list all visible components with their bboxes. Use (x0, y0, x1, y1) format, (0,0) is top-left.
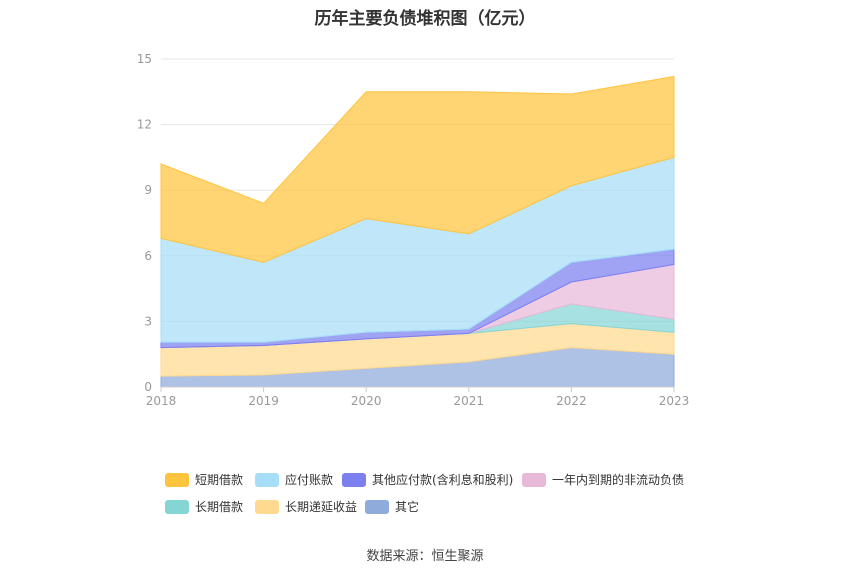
legend-label: 长期递延收益 (285, 500, 358, 514)
legend-label: 其他应付款(含利息和股利) (372, 473, 514, 487)
legend-swatch (522, 472, 546, 487)
legend-label: 长期借款 (195, 500, 244, 514)
legend-swatch (165, 499, 189, 514)
x-tick-label: 2022 (556, 394, 587, 408)
x-tick-label: 2020 (351, 394, 382, 408)
x-tick-label: 2023 (659, 394, 690, 408)
legend-item[interactable]: 短期借款 (165, 471, 243, 488)
x-tick-label: 2019 (248, 394, 279, 408)
y-tick-label: 6 (144, 249, 152, 263)
legend-swatch (255, 472, 279, 487)
legend-item[interactable]: 长期借款 (165, 498, 243, 515)
data-source-note: 数据来源：恒生聚源 (366, 549, 484, 564)
chart-plot-area: 0 3 6 9 12 15 2018 2019 2020 2021 2022 2023 (137, 52, 690, 408)
legend-label: 其它 (395, 500, 420, 514)
chart-title: 历年主要负债堆积图（亿元） (314, 9, 536, 29)
y-tick-label: 3 (144, 314, 152, 328)
y-tick-label: 12 (137, 118, 152, 132)
legend-item[interactable]: 其他应付款(含利息和股利) (342, 471, 513, 488)
legend-item[interactable]: 长期递延收益 (255, 498, 357, 515)
legend-swatch (342, 472, 366, 487)
legend-item[interactable]: 应付账款 (255, 471, 333, 488)
y-tick-label: 15 (137, 52, 152, 66)
legend-swatch (255, 499, 279, 514)
legend-label: 短期借款 (195, 473, 244, 487)
legend-swatch (365, 499, 389, 514)
legend-label: 一年内到期的非流动负债 (552, 473, 685, 487)
area-series-短期借款 (160, 75, 675, 263)
legend-item[interactable]: 一年内到期的非流动负债 (522, 471, 684, 488)
y-tick-label: 9 (144, 183, 152, 197)
x-tick-label: 2021 (454, 394, 485, 408)
legend-label: 应付账款 (285, 473, 334, 487)
y-tick-label: 0 (144, 380, 152, 394)
legend-swatch (165, 472, 189, 487)
x-tick-label: 2018 (146, 394, 177, 408)
legend-item[interactable]: 其它 (365, 498, 419, 515)
